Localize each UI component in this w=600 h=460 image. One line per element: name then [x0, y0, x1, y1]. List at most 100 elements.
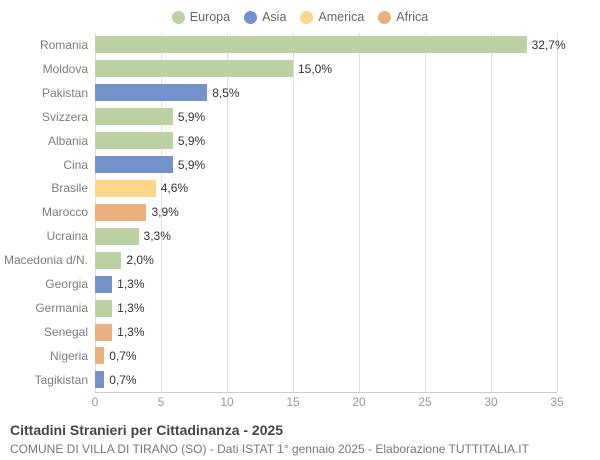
- bar-svizzera[interactable]: [95, 108, 173, 126]
- value-label: 5,9%: [177, 133, 206, 148]
- legend-item-america[interactable]: America: [300, 10, 364, 24]
- bar-track: 32,7%: [95, 36, 566, 54]
- title-block: Cittadini Stranieri per Cittadinanza - 2…: [0, 415, 600, 458]
- bar-germania[interactable]: [95, 299, 113, 317]
- legend-label: Africa: [396, 10, 429, 24]
- legend-label: Europa: [189, 10, 231, 24]
- category-label: Macedonia d/N.: [3, 253, 88, 268]
- category-label: Svizzera: [41, 109, 88, 124]
- value-label: 8,5%: [212, 85, 240, 100]
- bar-pakistan[interactable]: [95, 84, 208, 102]
- category-label: Marocco: [41, 205, 88, 220]
- bar-cina[interactable]: [95, 156, 173, 174]
- bar-track: 1,3%: [95, 323, 557, 341]
- bar-marocco[interactable]: [95, 203, 147, 221]
- chart-title: Cittadini Stranieri per Cittadinanza - 2…: [10, 421, 284, 438]
- x-axis-tick-label: 35: [550, 394, 564, 409]
- x-axis-tick-label: 10: [220, 394, 234, 409]
- bar-row: Romania 32,7%: [0, 33, 600, 57]
- plot-area: Romania 32,7% Moldova 15,0% Pakistan 8,5% Sviz…: [0, 29, 600, 415]
- value-label: 5,9%: [177, 157, 206, 172]
- category-label: Brasile: [51, 181, 88, 196]
- bar-row: Brasile 4,6%: [0, 177, 600, 201]
- bar-track: 5,9%: [95, 132, 557, 150]
- bar-track: 1,3%: [95, 275, 557, 293]
- bar-brasile[interactable]: [95, 179, 156, 197]
- bar-georgia[interactable]: [95, 275, 113, 293]
- bar-tagikistan[interactable]: [95, 371, 105, 389]
- bar-ucraina[interactable]: [95, 227, 139, 245]
- bar-row: Tagikistan 0,7%: [0, 368, 600, 392]
- category-label: Germania: [35, 301, 88, 316]
- bar-nigeria[interactable]: [95, 347, 105, 365]
- value-label: 1,3%: [117, 301, 145, 316]
- bar-row: Georgia 1,3%: [0, 272, 600, 296]
- legend-item-africa[interactable]: Africa: [378, 10, 428, 24]
- category-label: Georgia: [45, 277, 88, 292]
- bar-track: 0,7%: [95, 347, 557, 365]
- bar-row: Germania 1,3%: [0, 296, 600, 320]
- legend-swatch-icon: [378, 10, 392, 24]
- bar-row: Cina 5,9%: [0, 153, 600, 177]
- bar-track: 15,0%: [95, 60, 557, 78]
- bar-row: Pakistan 8,5%: [0, 81, 600, 105]
- category-label: Ucraina: [46, 229, 88, 244]
- bar-track: 8,5%: [95, 84, 557, 102]
- category-label: Pakistan: [41, 85, 88, 100]
- bar-track: 0,7%: [95, 371, 557, 389]
- x-axis-tick-label: 5: [157, 394, 165, 409]
- category-label: Romania: [39, 37, 88, 52]
- x-axis: 0 5 10 15 20 25 30 35: [91, 394, 564, 415]
- category-label: Senegal: [43, 325, 88, 340]
- bar-row: Macedonia d/N. 2,0%: [0, 248, 600, 272]
- value-label: 3,9%: [151, 205, 179, 220]
- category-label: Albania: [47, 133, 88, 148]
- bar-macedonia-d-n-[interactable]: [95, 251, 122, 269]
- gridline: [293, 33, 294, 392]
- gridline: [161, 33, 162, 392]
- legend-item-europa[interactable]: Europa: [171, 10, 231, 24]
- legend-item-asia[interactable]: Asia: [244, 10, 286, 24]
- bar-romania[interactable]: [95, 36, 527, 54]
- gridline: [425, 33, 426, 392]
- value-label: 0,7%: [109, 348, 137, 363]
- bar-track: 1,3%: [95, 299, 557, 317]
- value-label: 32,7%: [531, 37, 566, 52]
- bar-row: Nigeria 0,7%: [0, 344, 600, 368]
- category-label: Cina: [63, 157, 88, 172]
- category-label: Nigeria: [49, 348, 88, 363]
- category-label: Tagikistan: [34, 372, 88, 387]
- category-label: Moldova: [42, 61, 88, 76]
- bar-albania[interactable]: [95, 132, 173, 150]
- legend-swatch-icon: [244, 10, 258, 24]
- bar-row: Marocco 3,9%: [0, 200, 600, 224]
- bar-track: 4,6%: [95, 179, 557, 197]
- chart-subtitle: COMUNE DI VILLA DI TIRANO (SO) - Dati IS…: [10, 442, 529, 457]
- bar-track: 5,9%: [95, 156, 557, 174]
- x-axis-tick-label: 15: [286, 394, 300, 409]
- x-axis-tick-label: 20: [352, 394, 366, 409]
- x-axis-tick-label: 30: [484, 394, 498, 409]
- gridline: [227, 33, 228, 392]
- bar-track: 3,3%: [95, 227, 557, 245]
- value-label: 4,6%: [160, 181, 189, 196]
- gridline: [359, 33, 360, 392]
- legend-swatch-icon: [300, 10, 314, 24]
- bar-row: Senegal 1,3%: [0, 320, 600, 344]
- bar-moldova[interactable]: [95, 60, 293, 78]
- bar-track: 2,0%: [95, 251, 557, 269]
- value-label: 1,3%: [117, 277, 145, 292]
- value-label: 1,3%: [117, 325, 145, 340]
- legend-label: Asia: [262, 10, 287, 24]
- x-axis-tick-label: 0: [91, 394, 99, 409]
- gridline: [491, 33, 492, 392]
- legend-label: America: [318, 10, 365, 24]
- bar-row: Ucraina 3,3%: [0, 224, 600, 248]
- gridline: [557, 33, 558, 392]
- value-label: 15,0%: [298, 61, 333, 76]
- bar-track: 5,9%: [95, 108, 557, 126]
- value-label: 0,7%: [109, 372, 137, 387]
- x-axis-tick-label: 25: [418, 394, 432, 409]
- bar-senegal[interactable]: [95, 323, 113, 341]
